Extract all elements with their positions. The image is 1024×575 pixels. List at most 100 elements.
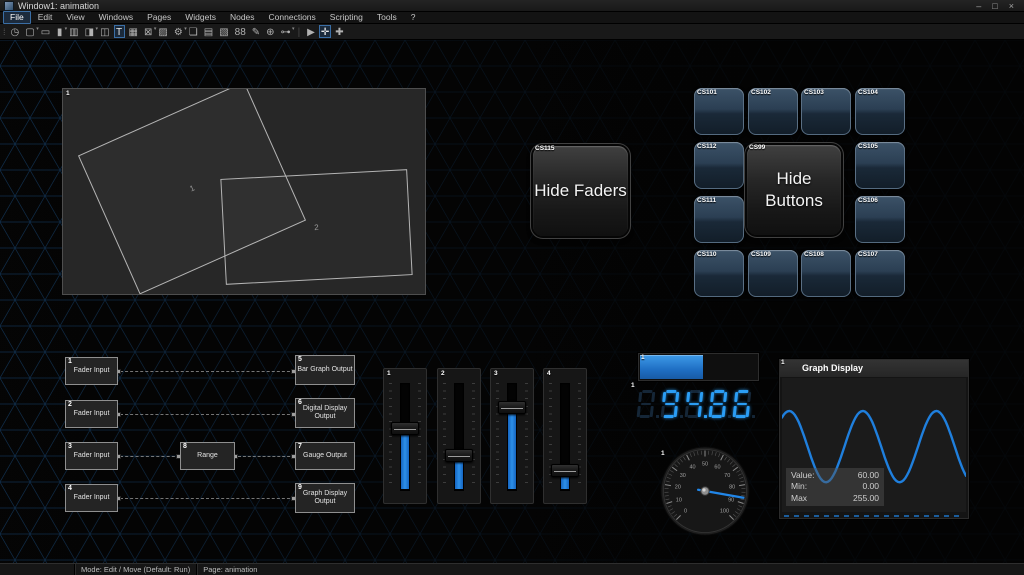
- menu-pages[interactable]: Pages: [147, 12, 172, 22]
- fader-bank-widget-icon[interactable]: ▥: [69, 27, 79, 38]
- fader-ticks: [549, 383, 552, 489]
- grid-widget-icon[interactable]: ▦: [128, 27, 138, 38]
- node-fader-input-3[interactable]: 3 Fader Input: [65, 442, 118, 470]
- text-widget-icon[interactable]: T: [113, 25, 125, 38]
- widget-tag: 1: [631, 382, 635, 389]
- cs-button-102[interactable]: CS102: [748, 88, 798, 135]
- seven-seg-decimal-point: [680, 415, 683, 418]
- fader-fill: [561, 471, 569, 489]
- node-graph-display-output[interactable]: 9 Graph Display Output: [295, 483, 355, 513]
- cs-button-108[interactable]: CS108: [801, 250, 851, 297]
- gear-tool-icon[interactable]: ⚙ ▾: [172, 25, 187, 38]
- menu-edit[interactable]: Edit: [37, 12, 53, 22]
- fader-widget-icon[interactable]: ▮ ▾: [54, 25, 67, 38]
- node-fader-input-4[interactable]: 4 Fader Input: [65, 484, 118, 512]
- fader-widget-1[interactable]: 1: [383, 368, 427, 504]
- gauge-widget[interactable]: 0 10 20 30 40 50 60 70 80 90 100: [658, 444, 752, 538]
- title-bar: Window1: animation – □ ×: [0, 0, 1024, 12]
- fader-handle[interactable]: [391, 422, 419, 435]
- node-gauge-output[interactable]: 7 Gauge Output: [295, 442, 355, 470]
- seven-seg-digit: [684, 390, 704, 418]
- fader-handle[interactable]: [445, 449, 473, 462]
- maximize-button[interactable]: □: [992, 0, 998, 11]
- menu-windows[interactable]: Windows: [98, 12, 134, 22]
- node-fader-input-1[interactable]: 1 Fader Input: [65, 357, 118, 385]
- hide-faders-button[interactable]: CS115 Hide Faders: [533, 145, 628, 236]
- image-widget-icon[interactable]: ▨: [158, 27, 168, 38]
- fader-track[interactable]: [454, 383, 464, 491]
- fader-track[interactable]: [560, 383, 570, 491]
- cs-button-101[interactable]: CS101: [694, 88, 744, 135]
- design-canvas[interactable]: 1 1 2 CS115 Hide Faders CS101 CS102 CS10…: [0, 40, 1024, 563]
- graph-display-widget[interactable]: 1 Graph Display Value: 60.00 Min: 0.00 Max…: [778, 358, 970, 520]
- cs-button-109[interactable]: CS109: [748, 250, 798, 297]
- fader-widget-2[interactable]: 2: [437, 368, 481, 504]
- run-mode-tool-icon[interactable]: ▶: [307, 27, 315, 38]
- min-number: 0.00: [862, 481, 879, 492]
- notes-widget-icon[interactable]: ▧: [219, 27, 229, 38]
- display-widget-icon[interactable]: ◨ ▾: [83, 25, 99, 38]
- node-label: Fader Input: [73, 493, 110, 501]
- fader-handle[interactable]: [498, 401, 526, 414]
- display-panel[interactable]: 1 1 2: [62, 88, 426, 295]
- max-number: 255.00: [853, 492, 879, 503]
- digital-display-widget-icon[interactable]: 88: [234, 27, 246, 38]
- menu-widgets[interactable]: Widgets: [185, 12, 216, 22]
- close-button[interactable]: ×: [1008, 0, 1014, 11]
- crosshair-tool-icon[interactable]: ✚: [335, 27, 344, 38]
- dropdown-arrow-icon: ▾: [95, 26, 99, 32]
- graph-display-title: Graph Display: [780, 360, 968, 377]
- clock-tool-icon[interactable]: ◷: [10, 27, 20, 38]
- cs-button-103[interactable]: CS103: [801, 88, 851, 135]
- menu-help[interactable]: ?: [410, 12, 416, 22]
- script-tool-icon[interactable]: ✎: [251, 27, 261, 38]
- move-tool-icon[interactable]: ✛: [318, 25, 332, 38]
- hide-buttons-button[interactable]: CS99 Hide Buttons: [747, 144, 841, 235]
- table-widget-icon[interactable]: ▤: [203, 27, 214, 38]
- label-widget-icon[interactable]: ▭: [40, 27, 51, 38]
- fader-widget-3[interactable]: 3: [490, 368, 534, 504]
- button-tag: CS111: [697, 197, 717, 204]
- minimize-button[interactable]: –: [976, 0, 982, 11]
- button-tag: CS108: [804, 251, 824, 258]
- digital-display-widget[interactable]: [636, 388, 758, 418]
- connection-line: [120, 371, 295, 372]
- cs-button-104[interactable]: CS104: [855, 88, 905, 135]
- seven-seg-digit-ghost: [636, 390, 656, 418]
- cs-button-107[interactable]: CS107: [855, 250, 905, 297]
- node-label: Fader Input: [73, 451, 110, 459]
- fader-fill: [401, 429, 409, 489]
- menu-view[interactable]: View: [66, 12, 85, 22]
- node-number: 1: [68, 358, 72, 365]
- new-page-tool-icon[interactable]: ❏: [188, 27, 198, 38]
- menu-tools[interactable]: Tools: [376, 12, 397, 22]
- fader-widget-4[interactable]: 4: [543, 368, 587, 504]
- web-widget-icon[interactable]: ⊕: [266, 27, 275, 38]
- button-tag: CS101: [697, 89, 717, 96]
- button-widget-icon[interactable]: ▢ ▾: [23, 25, 38, 38]
- cs-button-110[interactable]: CS110: [694, 250, 744, 297]
- node-range[interactable]: 8 Range: [180, 442, 235, 470]
- cs-button-111[interactable]: CS111: [694, 196, 744, 243]
- panel-widget-icon[interactable]: ◫: [100, 27, 110, 38]
- node-digital-display-output[interactable]: 6 Digital Display Output: [295, 398, 355, 428]
- cs-button-106[interactable]: CS106: [855, 196, 905, 243]
- fader-handle[interactable]: [551, 464, 579, 477]
- cs-button-105[interactable]: CS105: [855, 142, 905, 189]
- menu-connections[interactable]: Connections: [268, 12, 316, 22]
- nodes-tool-icon[interactable]: ⊶ ▾: [279, 25, 295, 38]
- node-label: Range: [197, 451, 218, 459]
- node-label: Bar Graph Output: [297, 365, 353, 373]
- node-bar-graph-output[interactable]: 5 Bar Graph Output: [295, 355, 355, 385]
- window-title: Window1: animation: [18, 0, 100, 11]
- menu-nodes[interactable]: Nodes: [229, 12, 255, 22]
- rotated-rect-2[interactable]: 2: [220, 169, 413, 285]
- cs-button-112[interactable]: CS112: [694, 142, 744, 189]
- menu-file[interactable]: File: [3, 11, 31, 24]
- menu-scripting[interactable]: Scripting: [329, 12, 363, 22]
- bar-graph-widget[interactable]: 1: [637, 352, 760, 382]
- picker-tool-icon[interactable]: ⊠ ▾: [142, 25, 156, 38]
- node-label: Gauge Output: [303, 451, 347, 459]
- status-mode: Mode: Edit / Move (Default: Run): [75, 564, 198, 575]
- node-fader-input-2[interactable]: 2 Fader Input: [65, 400, 118, 428]
